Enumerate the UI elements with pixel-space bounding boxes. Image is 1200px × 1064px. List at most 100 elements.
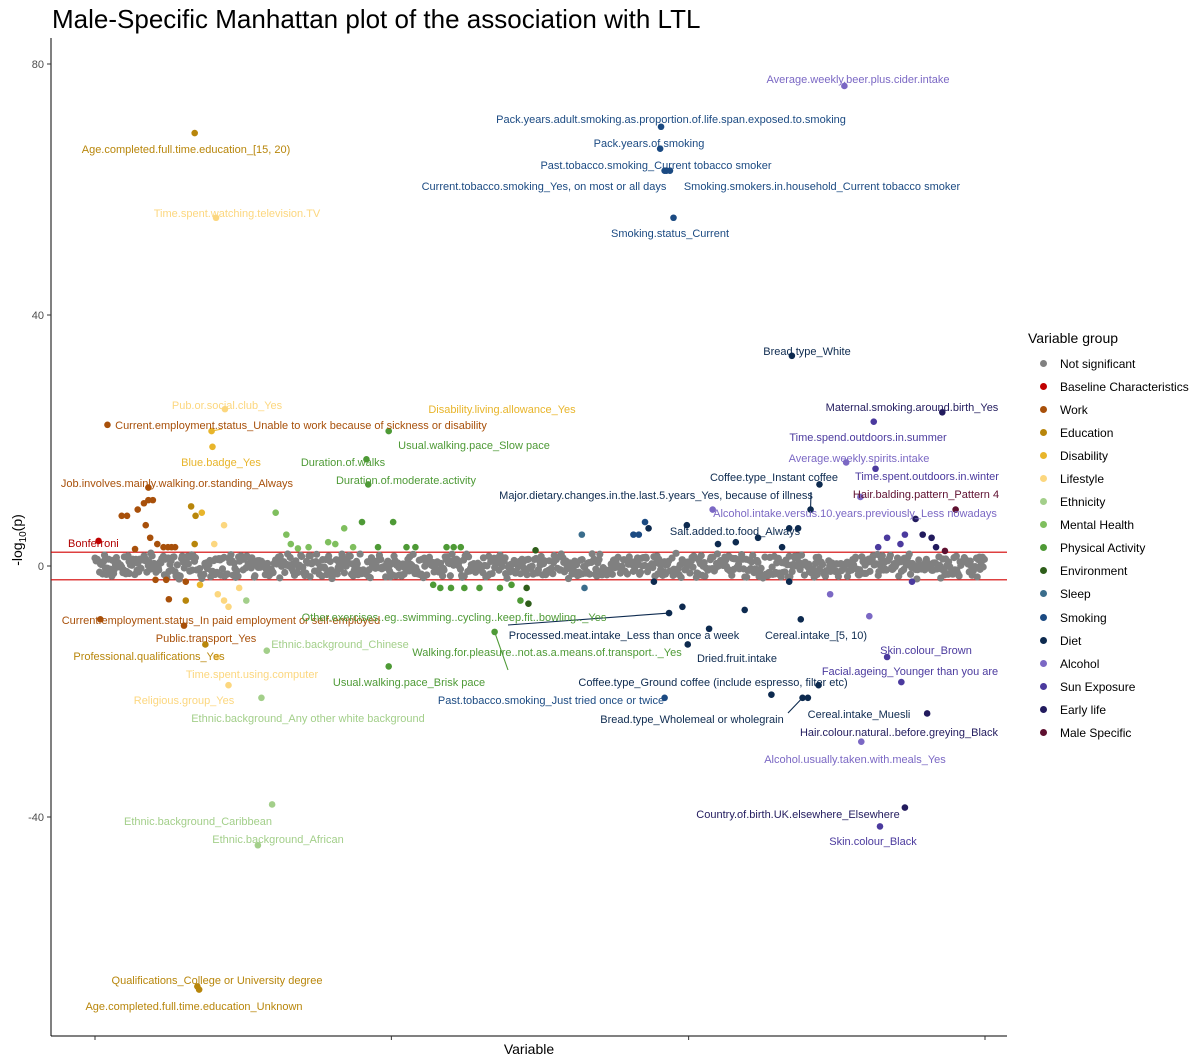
labeled-point: [209, 443, 216, 451]
significant-point: [883, 534, 891, 542]
nonsignificant-point: [623, 570, 632, 578]
point-label: Major.dietary.changes.in.the.last.5.year…: [499, 490, 813, 502]
y-tick-label: 40: [32, 310, 44, 322]
nonsignificant-point: [170, 553, 178, 561]
significant-point: [134, 506, 142, 513]
legend-item: Physical Activity: [1028, 537, 1189, 560]
legend-key: [1038, 358, 1050, 370]
labeled-point: [709, 506, 716, 513]
point-label: Duration.of.walks: [301, 457, 386, 469]
significant-point: [705, 625, 713, 633]
point-label: Job.involves.mainly.walking.or.standing_…: [61, 478, 294, 490]
nonsignificant-point: [125, 569, 133, 578]
legend-item: Sun Exposure: [1028, 675, 1189, 698]
significant-point: [866, 612, 873, 620]
point-label: Facial.ageing_Younger than you are: [822, 666, 998, 678]
point-label: Age.completed.full.time.education_Unknow…: [85, 1001, 302, 1013]
nonsignificant-point: [757, 564, 765, 572]
significant-point: [523, 584, 530, 592]
legend-key: [1038, 404, 1050, 416]
nonsignificant-point: [800, 571, 809, 579]
point-label: Time.spent.using.computer: [186, 669, 319, 681]
labeled-point: [938, 408, 946, 416]
nonsignificant-point: [128, 561, 136, 569]
significant-point: [123, 512, 131, 520]
legend-label: Not significant: [1060, 356, 1136, 371]
nonsignificant-point: [400, 570, 408, 578]
legend-key: [1038, 427, 1050, 439]
labeled-point: [870, 418, 878, 425]
point-label: Pub.or.social.club_Yes: [172, 400, 283, 412]
significant-point: [187, 503, 195, 510]
nonsignificant-point: [293, 569, 302, 577]
labeled-point: [97, 616, 104, 623]
nonsignificant-point: [668, 554, 676, 562]
legend-dot: [1040, 682, 1047, 690]
legend-item: Alcohol: [1028, 652, 1189, 675]
labeled-point: [683, 521, 691, 529]
point-label: Duration.of.moderate.activity: [336, 475, 477, 487]
significant-point: [437, 584, 444, 592]
significant-point: [457, 543, 465, 551]
labeled-point: [883, 653, 891, 661]
point-label: Time.spent.watching.television.TV: [154, 208, 321, 220]
labeled-point: [804, 694, 812, 702]
significant-point: [349, 543, 357, 551]
nonsignificant-point: [686, 569, 694, 577]
nonsignificant-point: [333, 570, 341, 578]
nonsignificant-point: [448, 550, 456, 558]
nonsignificant-point: [713, 550, 721, 558]
significant-point: [358, 518, 366, 526]
label-leader-line: [494, 631, 509, 671]
point-label: Skin.colour_Black: [829, 836, 917, 848]
labeled-point: [816, 481, 823, 488]
significant-point: [196, 581, 204, 589]
labeled-point: [364, 481, 372, 488]
nonsignificant-point: [196, 564, 204, 573]
legend-dot: [1040, 451, 1047, 459]
nonsignificant-point: [464, 553, 473, 561]
legend-label: Lifestyle: [1060, 472, 1105, 487]
significant-point: [679, 603, 686, 611]
legend-item: Mental Health: [1028, 514, 1189, 537]
significant-point: [645, 525, 652, 532]
significant-point: [447, 584, 455, 592]
point-label: Past.tobacco.smoking_Just tried once or …: [438, 695, 664, 707]
nonsignificant-point: [356, 550, 364, 558]
labeled-point: [901, 804, 909, 811]
nonsignificant-point: [440, 566, 448, 574]
significant-point: [919, 531, 926, 538]
nonsignificant-point: [906, 570, 915, 578]
legend-dot: [1040, 359, 1047, 367]
nonsignificant-point: [227, 551, 235, 559]
legend-dot: [1040, 428, 1047, 436]
significant-point: [220, 521, 228, 529]
significant-point: [450, 543, 457, 551]
significant-point: [243, 597, 250, 604]
labeled-point: [191, 129, 198, 137]
nonsignificant-point: [176, 572, 184, 580]
legend-label: Disability: [1060, 448, 1109, 463]
point-label: Coffee.type_Instant coffee: [710, 472, 838, 484]
nonsignificant-point: [377, 555, 385, 564]
nonsignificant-point: [276, 574, 284, 582]
significant-point: [182, 578, 190, 585]
nonsignificant-point: [586, 570, 594, 578]
legend-label: Sleep: [1060, 587, 1091, 602]
significant-point: [118, 512, 125, 520]
nonsignificant-point: [438, 572, 447, 580]
nonsignificant-point: [866, 567, 874, 575]
point-label: Age.completed.full.time.education_[15, 2…: [82, 144, 291, 156]
legend-label: Work: [1060, 402, 1088, 417]
point-label: Current.tobacco.smoking_Yes, on most or …: [422, 181, 667, 193]
nonsignificant-point: [886, 551, 894, 559]
significant-point: [650, 578, 658, 585]
significant-point: [374, 543, 382, 551]
labeled-point: [666, 167, 674, 174]
nonsignificant-point: [306, 552, 315, 560]
point-label: Current.employment.status_Unable to work…: [115, 420, 487, 432]
nonsignificant-points: [91, 549, 988, 583]
significant-point: [461, 584, 468, 592]
point-label: Dried.fruit.intake: [697, 653, 777, 665]
nonsignificant-point: [592, 565, 600, 573]
